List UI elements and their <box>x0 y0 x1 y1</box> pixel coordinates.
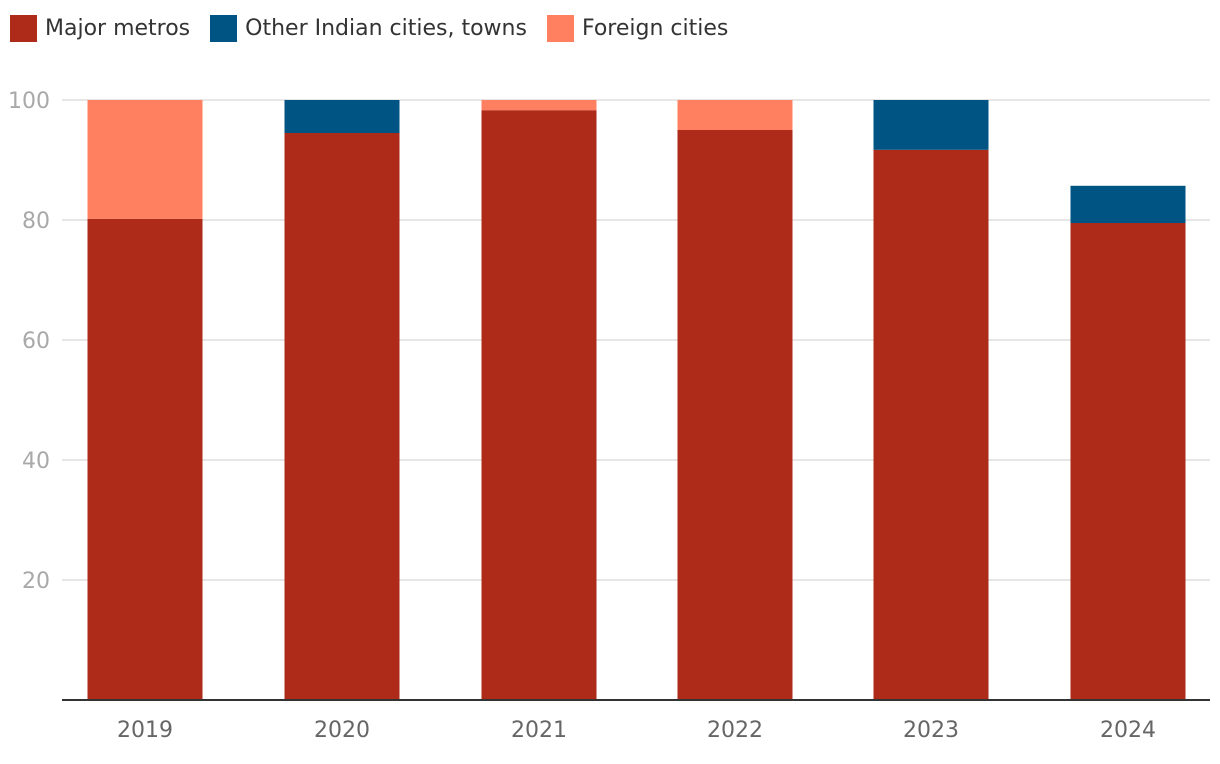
gridlines <box>62 99 1210 581</box>
x-tick-label-2023: 2023 <box>903 718 959 743</box>
legend-label-other-indian-cities: Other Indian cities, towns <box>245 15 527 41</box>
x-tick-label-2022: 2022 <box>707 718 763 743</box>
bar-2021-series-2 <box>481 100 597 111</box>
bar-2020-series-1 <box>284 100 400 133</box>
y-tick-label-40: 40 <box>22 449 50 474</box>
x-tick-label-2024: 2024 <box>1100 718 1156 743</box>
x-axis-ticks: 2019 2020 2021 2022 2023 2024 <box>117 718 1156 743</box>
bar-2021-series-0 <box>481 110 597 700</box>
y-tick-label-100: 100 <box>8 89 50 114</box>
x-tick-label-2021: 2021 <box>511 718 567 743</box>
bar-2023-series-1 <box>873 100 989 150</box>
bar-2020-series-0 <box>284 133 400 700</box>
legend-item-major-metros: Major metros <box>10 14 191 42</box>
legend-swatch-foreign-cities <box>546 14 574 42</box>
legend-label-major-metros: Major metros <box>45 15 191 41</box>
bar-2024-series-0 <box>1070 223 1186 700</box>
legend-swatch-major-metros <box>10 14 37 42</box>
bar-2019-series-2 <box>87 100 203 219</box>
y-axis-ticks: 20 40 60 80 100 <box>8 89 50 594</box>
y-tick-label-60: 60 <box>22 329 50 354</box>
x-tick-label-2019: 2019 <box>117 718 173 743</box>
x-tick-label-2020: 2020 <box>314 718 370 743</box>
bar-2019-series-0 <box>87 218 203 701</box>
bar-2022-series-0 <box>677 130 793 700</box>
legend-item-other-indian-cities: Other Indian cities, towns <box>210 14 527 42</box>
bars <box>87 100 1186 701</box>
legend-swatch-other-indian-cities <box>210 14 238 42</box>
bar-2024-series-1 <box>1070 185 1186 223</box>
y-tick-label-80: 80 <box>22 209 50 234</box>
bar-2023-series-0 <box>873 149 989 701</box>
legend-label-foreign-cities: Foreign cities <box>581 15 729 41</box>
y-tick-label-20: 20 <box>22 569 50 594</box>
legend-item-foreign-cities: Foreign cities <box>546 14 729 42</box>
legend: Major metros Other Indian cities, towns … <box>10 8 748 48</box>
bar-2022-series-2 <box>677 100 793 130</box>
